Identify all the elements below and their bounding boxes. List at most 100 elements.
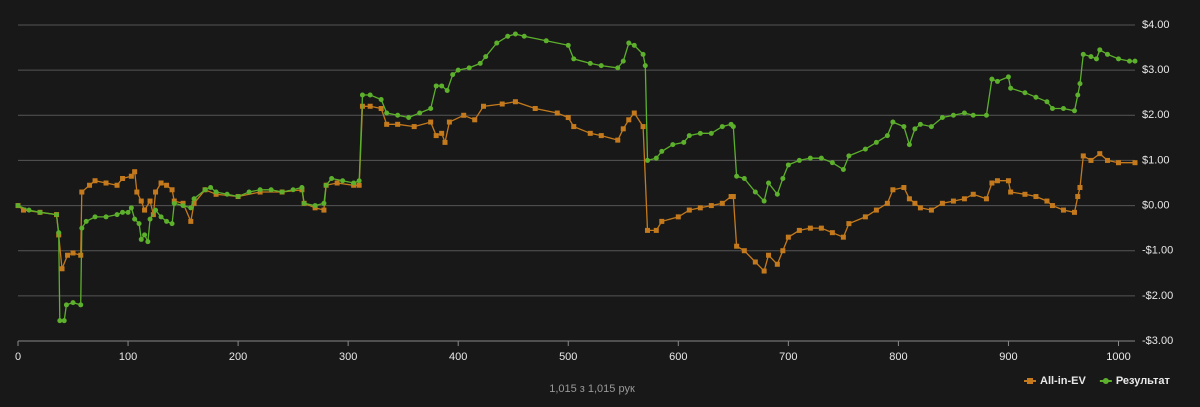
- point: [829, 230, 835, 236]
- point: [1088, 54, 1094, 60]
- point: [1071, 108, 1077, 114]
- point: [359, 92, 365, 98]
- point: [571, 56, 577, 62]
- point: [444, 87, 450, 93]
- point: [334, 180, 340, 186]
- point: [697, 205, 703, 211]
- point: [587, 130, 593, 136]
- point: [191, 200, 197, 206]
- point: [395, 112, 401, 118]
- point: [147, 216, 153, 222]
- point: [439, 130, 445, 136]
- point: [774, 191, 780, 197]
- point: [61, 318, 67, 324]
- point: [1071, 209, 1077, 215]
- point: [521, 33, 527, 39]
- point: [719, 200, 725, 206]
- point: [780, 248, 786, 254]
- point: [1044, 99, 1050, 105]
- point: [598, 63, 604, 69]
- point: [640, 124, 646, 130]
- legend-marker: [1102, 378, 1109, 384]
- point: [321, 200, 327, 206]
- point: [565, 115, 571, 121]
- point: [65, 252, 71, 258]
- point: [132, 169, 138, 175]
- point: [235, 194, 241, 200]
- point: [481, 103, 487, 109]
- point: [961, 110, 967, 116]
- point: [620, 126, 626, 132]
- point: [840, 166, 846, 172]
- point: [906, 196, 912, 202]
- point: [301, 200, 307, 206]
- point: [1115, 56, 1121, 62]
- point: [384, 121, 390, 127]
- point: [153, 189, 159, 195]
- y-tick-label: $3.00: [1142, 64, 1170, 76]
- point: [939, 200, 945, 206]
- point: [158, 214, 164, 220]
- point: [499, 101, 505, 107]
- point: [846, 221, 852, 227]
- point: [615, 65, 621, 71]
- point: [142, 232, 148, 238]
- point: [188, 218, 194, 224]
- point: [734, 243, 740, 249]
- point: [565, 42, 571, 48]
- point: [862, 214, 868, 220]
- point: [1126, 58, 1132, 64]
- point: [917, 205, 923, 211]
- point: [1093, 56, 1099, 62]
- point: [1005, 74, 1011, 80]
- point: [807, 155, 813, 161]
- point: [1033, 94, 1039, 100]
- point: [1097, 47, 1103, 53]
- x-tick-label: 200: [229, 351, 247, 363]
- point: [766, 252, 772, 258]
- point: [818, 155, 824, 161]
- point: [213, 189, 219, 195]
- point: [884, 200, 890, 206]
- point: [1044, 198, 1050, 204]
- point: [224, 191, 230, 197]
- point: [79, 189, 85, 195]
- point: [356, 182, 362, 188]
- point: [774, 261, 780, 267]
- point: [483, 54, 489, 60]
- point: [59, 266, 65, 272]
- point: [384, 110, 390, 116]
- point: [417, 110, 423, 116]
- point: [796, 227, 802, 233]
- point: [257, 187, 263, 193]
- point: [807, 225, 813, 231]
- point: [626, 117, 632, 123]
- x-tick-label: 500: [559, 351, 577, 363]
- point: [169, 221, 175, 227]
- point: [134, 189, 140, 195]
- point: [829, 160, 835, 166]
- point: [862, 146, 868, 152]
- point: [961, 196, 967, 202]
- point: [1033, 194, 1039, 200]
- point: [1008, 189, 1014, 195]
- y-tick-label: -$1.00: [1142, 245, 1173, 257]
- point: [796, 157, 802, 163]
- point: [164, 218, 170, 224]
- point: [21, 207, 27, 213]
- point: [1104, 157, 1110, 163]
- point: [626, 40, 632, 46]
- legend-label: Результат: [1116, 375, 1171, 387]
- point: [37, 209, 43, 215]
- point: [70, 250, 76, 256]
- point: [640, 51, 646, 57]
- point: [180, 203, 186, 209]
- x-tick-label: 400: [449, 351, 467, 363]
- point: [494, 40, 500, 46]
- point: [329, 175, 335, 181]
- point: [653, 227, 659, 233]
- point: [57, 318, 63, 324]
- point: [1132, 58, 1138, 64]
- point: [351, 180, 357, 186]
- point: [686, 133, 692, 139]
